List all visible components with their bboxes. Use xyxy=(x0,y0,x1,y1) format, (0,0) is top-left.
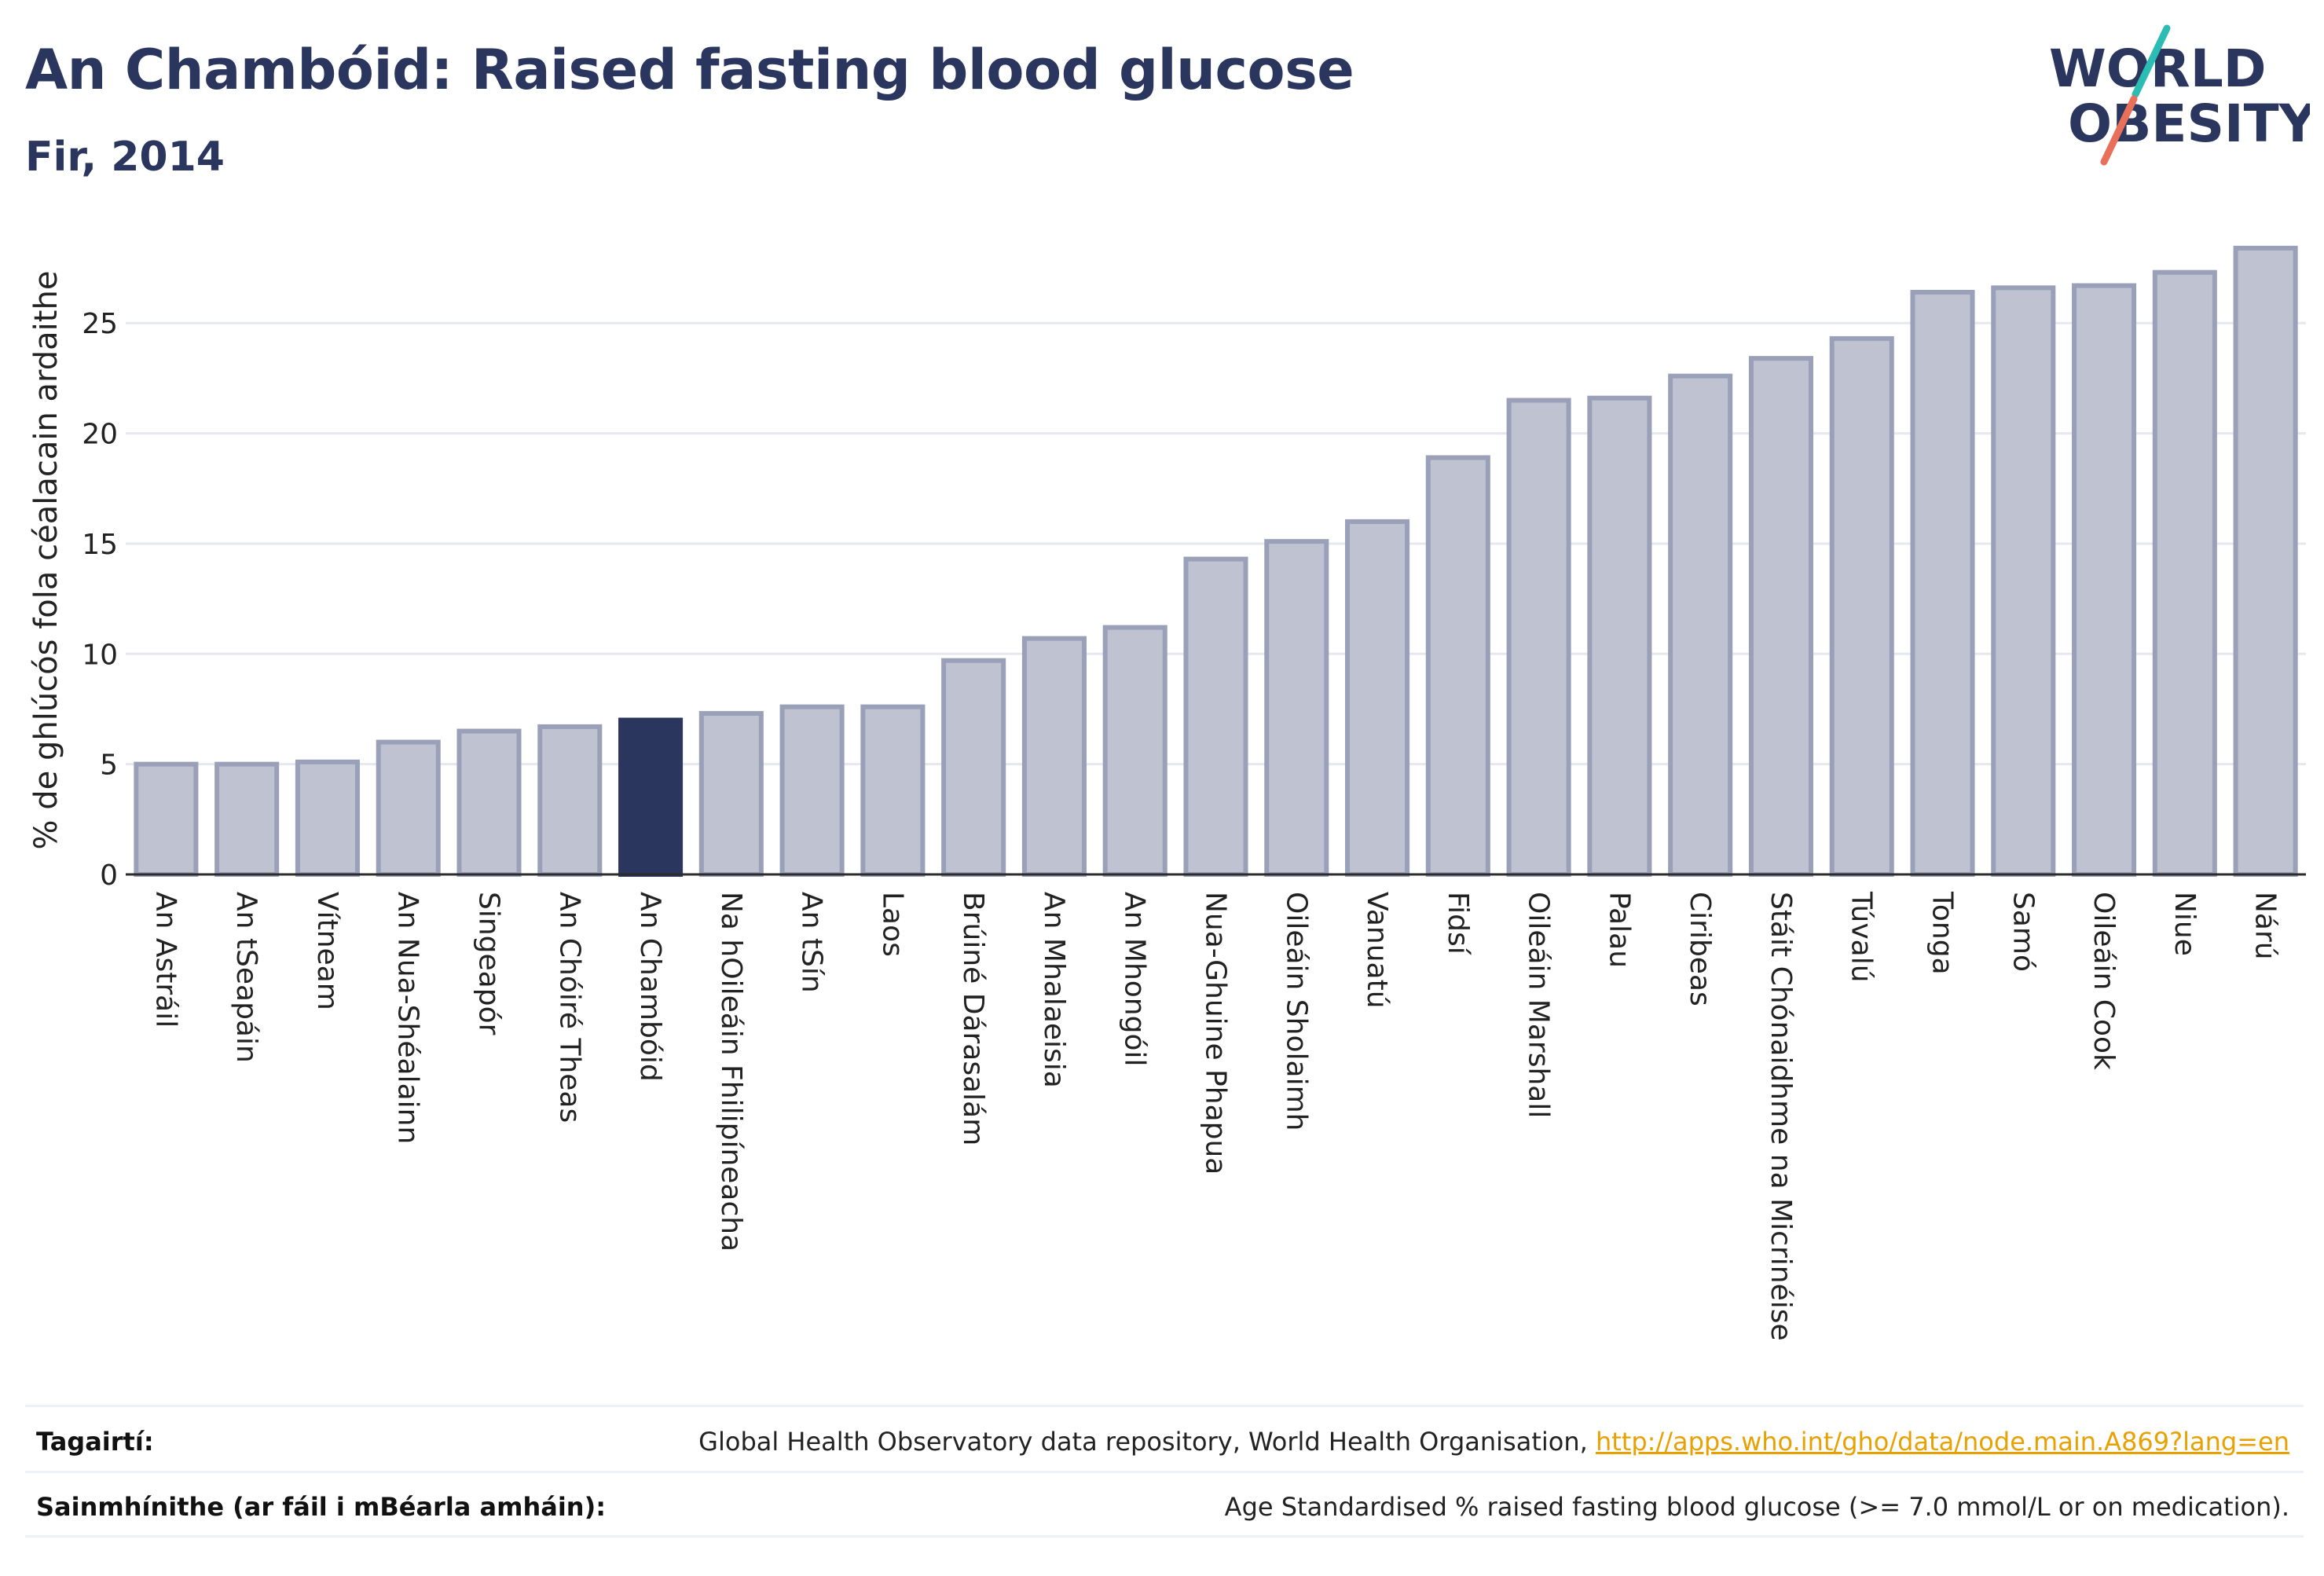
references-text: Global Health Observatory data repositor… xyxy=(698,1427,1588,1457)
y-tick-label: 15 xyxy=(82,529,118,561)
x-tick-label: Brúiné Dárasalám xyxy=(957,892,989,1145)
bar xyxy=(2152,269,2217,877)
bar xyxy=(1345,519,1410,877)
x-tick-label: Vanuatú xyxy=(1361,892,1393,1009)
x-tick-label: An Mhongóil xyxy=(1119,892,1151,1067)
bar xyxy=(1829,335,1894,878)
bar xyxy=(698,711,764,877)
bar xyxy=(537,724,603,877)
bar xyxy=(1668,373,1733,878)
x-tick-label: Palau xyxy=(1603,892,1635,968)
x-tick-label: Nárú xyxy=(2249,892,2282,960)
bar xyxy=(1264,539,1329,878)
world-obesity-logo: WORLD OBESITY xyxy=(2049,24,2310,166)
bar xyxy=(860,704,926,878)
x-tick-label: An Chóiré Theas xyxy=(553,892,585,1123)
references-label: Tagairtí: xyxy=(36,1427,154,1457)
footer-divider-middle xyxy=(25,1471,2304,1473)
bar xyxy=(1748,356,1813,877)
bar xyxy=(2072,283,2137,877)
logo-slash-top xyxy=(2132,24,2171,98)
y-tick-label: 0 xyxy=(100,859,118,892)
x-tick-label: Fidsí xyxy=(1442,892,1474,955)
x-tick-label: Oileáin Sholaimh xyxy=(1280,892,1312,1131)
bar-highlight xyxy=(618,717,684,878)
x-tick-label: Niue xyxy=(2168,892,2201,956)
x-axis-labels: An Astráil An tSeapáin Vítneam An Nua-Shéal… xyxy=(149,891,2281,1341)
bar xyxy=(295,759,360,877)
bar xyxy=(941,658,1006,877)
chart-subtitle: Fir, 2014 xyxy=(25,134,225,181)
bar xyxy=(1102,625,1167,877)
bar xyxy=(456,728,522,878)
bar xyxy=(2233,245,2298,877)
logo-line2: OBESITY xyxy=(2068,93,2310,154)
bar xyxy=(1587,395,1652,877)
x-tick-label: An Chambóid xyxy=(634,892,666,1082)
footer-divider-bottom xyxy=(25,1535,2304,1538)
y-axis-ticks: 0 5 10 15 20 25 xyxy=(82,308,118,892)
y-tick-label: 20 xyxy=(82,419,118,451)
x-tick-label: An Nua-Shéalainn xyxy=(392,892,424,1144)
chart-title: An Chambóid: Raised fasting blood glucos… xyxy=(25,38,1354,102)
y-tick-label: 5 xyxy=(100,750,118,782)
bar xyxy=(214,761,280,877)
x-tick-label: Na hOileáin Fhilipíneacha xyxy=(715,892,747,1252)
bar xyxy=(1506,398,1571,878)
x-tick-label: Vítneam xyxy=(311,892,343,1010)
references-link[interactable]: http://apps.who.int/gho/data/node.main.A… xyxy=(1595,1427,2289,1457)
definitions-label: Sainmhínithe (ar fáil i mBéarla amháin): xyxy=(36,1492,606,1522)
logo-slash-bottom xyxy=(2100,95,2138,166)
x-tick-label: An Astráil xyxy=(149,892,181,1028)
x-tick-label: Singeapór xyxy=(473,892,505,1035)
definitions-value: Age Standardised % raised fasting blood … xyxy=(1224,1492,2289,1522)
x-tick-label: Stáit Chónaidhme na Micrinéise xyxy=(1765,892,1797,1341)
x-tick-label: Oileáin Marshall xyxy=(1523,892,1555,1118)
bar xyxy=(1183,556,1248,877)
bar xyxy=(1021,636,1087,877)
y-axis-label: % de ghlúcós fola céalacain ardaithe xyxy=(28,271,64,850)
bar xyxy=(134,761,199,877)
x-tick-label: Tonga xyxy=(1926,891,1959,975)
y-tick-label: 25 xyxy=(82,308,118,340)
bar xyxy=(1991,285,2056,878)
x-tick-label: An tSín xyxy=(796,892,828,993)
bars xyxy=(134,245,2298,878)
x-tick-label: An tSeapáin xyxy=(230,892,262,1063)
x-tick-label: Nua-Ghuine Phapua xyxy=(1200,892,1232,1175)
references-value: Global Health Observatory data repositor… xyxy=(698,1427,2289,1457)
footer-divider-top xyxy=(25,1405,2304,1407)
bar xyxy=(779,704,845,878)
x-tick-label: Oileáin Cook xyxy=(2088,892,2120,1070)
x-tick-label: Samó xyxy=(2007,892,2039,972)
x-tick-label: Laos xyxy=(876,892,908,957)
x-tick-label: An Mhalaeisia xyxy=(1038,892,1070,1088)
x-tick-label: Ciribeas xyxy=(1684,892,1716,1006)
x-tick-label: Túvalú xyxy=(1846,891,1878,983)
bar xyxy=(1910,289,1975,877)
y-tick-label: 10 xyxy=(82,639,118,671)
bar xyxy=(376,739,441,877)
bar xyxy=(1425,455,1490,877)
